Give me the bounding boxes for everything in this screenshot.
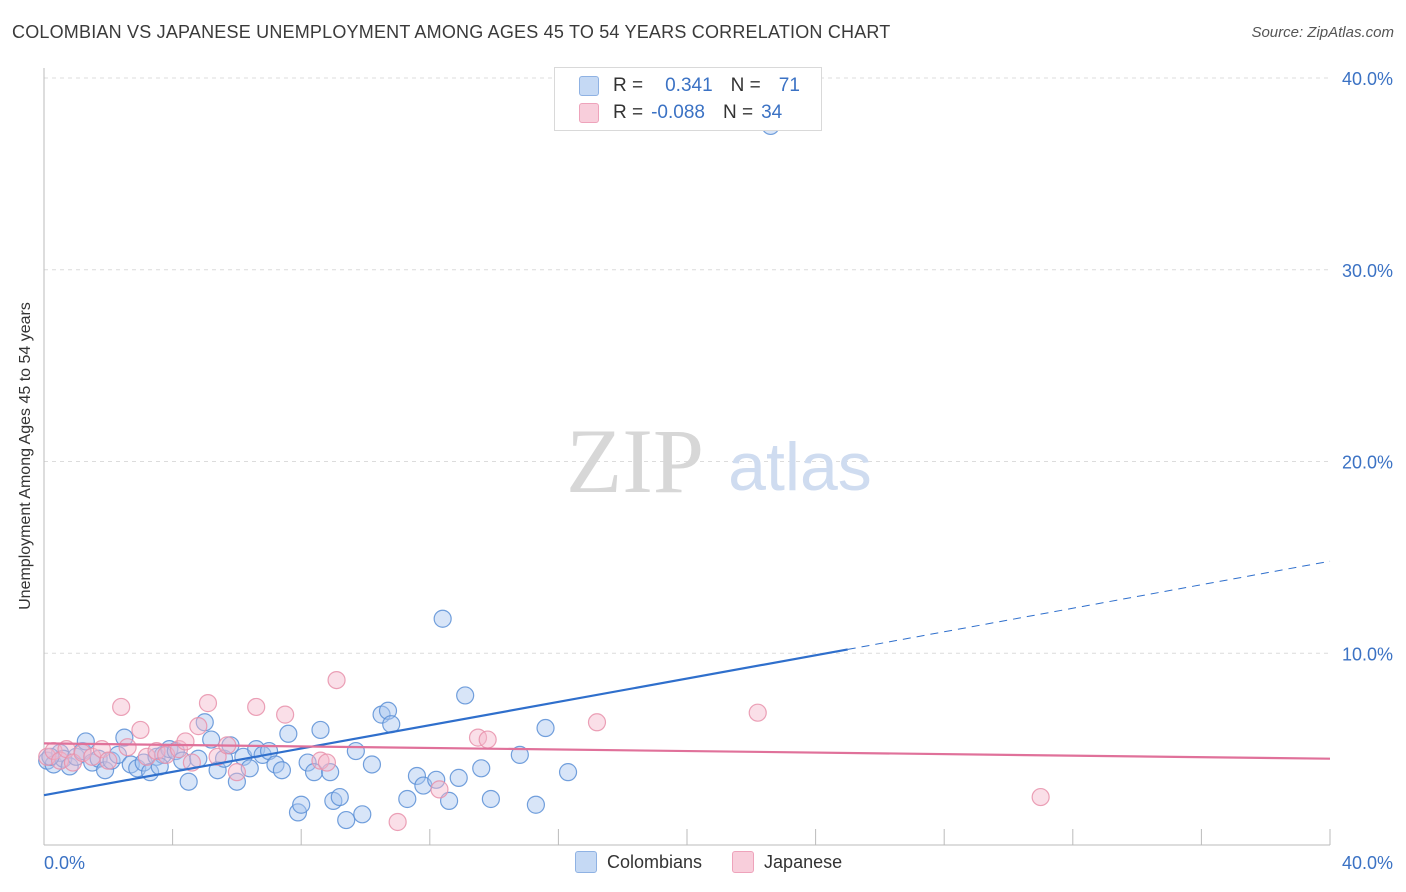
legend-n-value: 34 (761, 102, 783, 123)
point-colombians (362, 755, 382, 774)
legend-swatch-japanese (579, 103, 599, 123)
point-colombians (108, 745, 128, 764)
data-points (38, 116, 1050, 832)
point-colombians (330, 787, 349, 807)
point-japanese (478, 730, 497, 749)
point-colombians (449, 768, 468, 787)
trend-lines (43, 560, 1331, 797)
point-colombians (292, 795, 311, 814)
point-colombians (95, 761, 115, 780)
point-japanese (63, 753, 83, 772)
point-colombians (398, 789, 417, 809)
point-japanese (327, 670, 346, 690)
y-tick-label: 20.0% (1342, 453, 1393, 473)
trend-line-colombians-extension (847, 560, 1331, 650)
watermark-zip: ZIP (566, 410, 704, 512)
watermark-atlas: atlas (728, 429, 872, 505)
point-colombians (272, 761, 292, 780)
legend-r-value: -0.088 (651, 102, 705, 123)
series-legend-japanese: Japanese (732, 851, 842, 873)
point-colombians (346, 741, 365, 761)
correlation-legend: R = 0.341 N = 71 R = -0.088 N = 34 (554, 67, 822, 131)
series-label-colombians: Colombians (607, 851, 703, 872)
point-colombians (202, 730, 221, 749)
y-tick-label: 10.0% (1342, 644, 1393, 664)
point-colombians (427, 770, 446, 789)
point-japanese (118, 738, 137, 757)
x-tick-label-min: 0.0% (44, 853, 85, 873)
series-legend-colombians: Colombians (575, 851, 702, 873)
point-japanese (189, 717, 208, 736)
point-japanese (227, 763, 246, 782)
point-colombians (227, 772, 246, 791)
point-japanese (748, 703, 767, 722)
point-japanese (311, 751, 330, 770)
legend-r-value: 0.341 (665, 75, 713, 96)
point-colombians (472, 759, 491, 778)
legend-r-label: R = (613, 102, 644, 123)
point-japanese (430, 780, 449, 799)
trend-line-japanese (43, 742, 1331, 760)
watermark: ZIP atlas (566, 410, 872, 512)
series-label-japanese: Japanese (764, 851, 843, 872)
point-colombians (353, 805, 372, 824)
chart-title: COLOMBIAN VS JAPANESE UNEMPLOYMENT AMONG… (12, 22, 891, 42)
series-swatch-japanese (732, 851, 755, 873)
point-japanese (587, 713, 607, 732)
point-colombians (378, 701, 398, 720)
point-colombians (311, 720, 330, 740)
point-japanese (276, 705, 295, 724)
point-japanese (112, 697, 131, 717)
point-colombians (208, 761, 227, 780)
series-swatch-colombians (575, 851, 597, 873)
point-colombians (433, 609, 452, 628)
point-colombians (526, 795, 545, 814)
legend-n-value: 71 (778, 75, 800, 96)
point-colombians (456, 686, 475, 705)
legend-swatch-colombians (579, 76, 599, 96)
point-japanese (247, 697, 266, 717)
point-colombians (179, 772, 198, 791)
legend-n-label: N = (730, 75, 761, 96)
y-tick-label: 30.0% (1342, 261, 1393, 281)
point-colombians (407, 766, 427, 786)
point-japanese (137, 747, 156, 766)
point-colombians (510, 745, 529, 764)
point-japanese (99, 751, 118, 770)
grid-lines (44, 77, 1330, 654)
point-japanese (1031, 787, 1050, 807)
point-colombians (115, 728, 134, 747)
point-colombians (166, 741, 185, 761)
point-colombians (558, 763, 578, 782)
axes (43, 68, 1331, 846)
legend-r-label: R = (613, 75, 644, 96)
legend-row-japanese: R = -0.088 N = 34 (579, 101, 782, 125)
y-tick-label: 40.0% (1342, 69, 1393, 89)
legend-row-colombians: R = 0.341 N = 71 (579, 74, 800, 98)
point-colombians (536, 718, 555, 738)
point-colombians (481, 789, 500, 809)
point-colombians (279, 724, 298, 743)
y-axis-label: Unemployment Among Ages 45 to 54 years (17, 302, 34, 610)
legend-n-label: N = (722, 102, 754, 123)
point-japanese (198, 694, 218, 713)
x-tick-label-max: 40.0% (1342, 853, 1393, 873)
point-japanese (388, 812, 407, 832)
source-credit: Source: ZipAtlas.com (1251, 24, 1394, 41)
series-legend: Colombians Japanese (575, 851, 872, 873)
point-japanese (131, 720, 150, 740)
point-colombians (76, 732, 95, 751)
point-japanese (317, 753, 337, 772)
point-japanese (147, 741, 166, 761)
point-colombians (337, 810, 356, 830)
trend-line-colombians (43, 648, 848, 797)
point-japanese (176, 732, 195, 751)
tick-labels: 10.0% 20.0% 30.0% 40.0% 0.0% 40.0% (44, 69, 1393, 873)
point-colombians (304, 763, 324, 782)
